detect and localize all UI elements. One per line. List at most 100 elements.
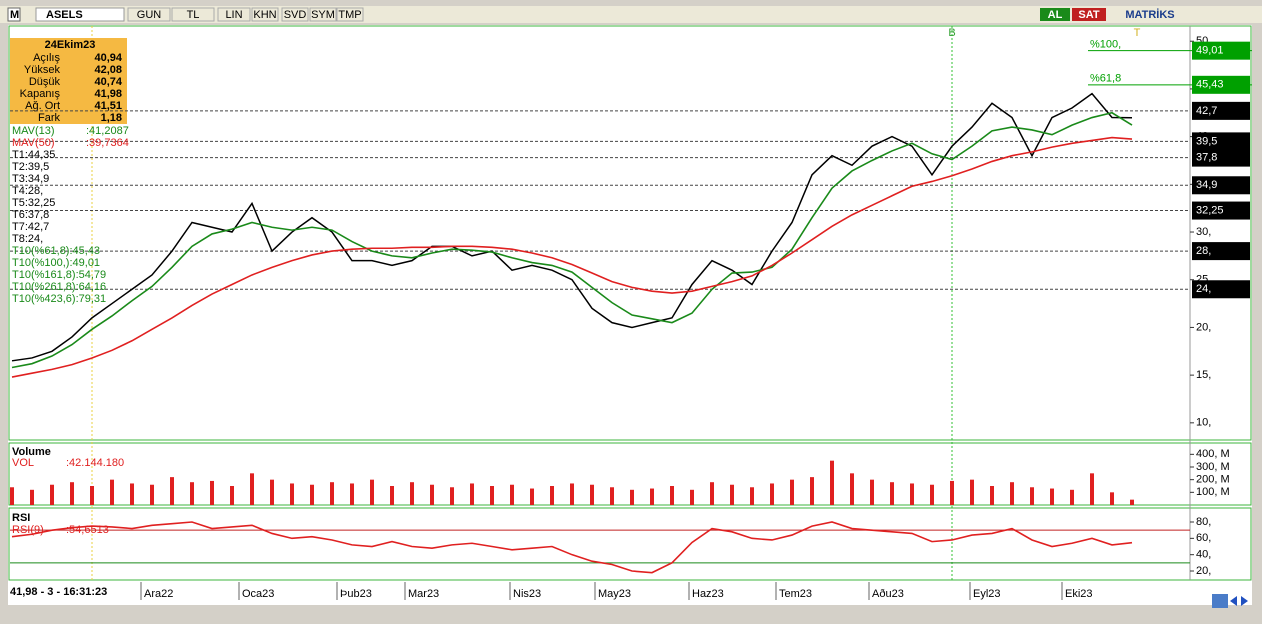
month-label: Aðu23 — [872, 588, 904, 600]
volume-bar — [990, 486, 994, 505]
volume-bar — [290, 483, 294, 505]
toolbar-button-label[interactable]: SVD — [284, 9, 307, 21]
y-tick-label: 20, — [1196, 565, 1211, 577]
toolbar-button[interactable] — [309, 7, 337, 22]
indicator-name: MAV(50) — [12, 137, 55, 149]
volume-bar — [750, 487, 754, 505]
volume-bar — [10, 487, 14, 505]
volume-bar — [770, 483, 774, 505]
volume-bar — [130, 483, 134, 505]
toolbar-button-label[interactable]: TMP — [338, 9, 361, 21]
y-tick-label: 200, M — [1196, 474, 1230, 486]
rsi-panel-border — [8, 507, 1252, 581]
volume-bar — [1070, 489, 1074, 505]
target-text: T5:32,25 — [12, 197, 55, 209]
volume-bar — [850, 473, 854, 505]
y-tick-label: 40, — [1196, 549, 1211, 561]
toolbar-button[interactable] — [127, 7, 171, 22]
volume-bar — [50, 484, 54, 505]
level-label: 24, — [1196, 283, 1211, 295]
level-box — [1192, 176, 1250, 195]
info-label: Açılış — [33, 52, 60, 64]
toolbar-button-label[interactable]: TL — [187, 9, 200, 21]
status: 41,98 - 3 - 16:31:23 — [10, 586, 107, 598]
series-value: :54,6513 — [66, 524, 109, 536]
level-box — [1192, 148, 1250, 167]
toolbar-button[interactable] — [281, 7, 309, 22]
volume-bar — [730, 484, 734, 505]
prev-button[interactable] — [1230, 596, 1237, 606]
month-label: Eki23 — [1065, 588, 1093, 600]
buy-button[interactable] — [1040, 8, 1070, 21]
level-box — [1192, 201, 1250, 220]
toolbar-button-label[interactable]: LIN — [225, 9, 242, 21]
volume-bar — [110, 479, 114, 505]
chart-area — [8, 25, 1252, 605]
info-value: 42,08 — [94, 64, 122, 76]
buy-marker: B — [948, 27, 955, 39]
volume-bar — [1110, 492, 1114, 505]
y-tick-label: 10, — [1196, 417, 1211, 429]
level-label: 32,25 — [1196, 204, 1224, 216]
volume-bar — [510, 484, 514, 505]
refresh-button[interactable] — [1212, 594, 1228, 608]
series-line — [11, 92, 1133, 362]
volume-bar — [1050, 488, 1054, 505]
volume-bar — [910, 483, 914, 505]
volume-bar — [330, 482, 334, 505]
fib-label: %61,8 — [1090, 73, 1121, 85]
target-text: T10(%61,8):45,43 — [12, 245, 100, 257]
indicator-value: :41,2087 — [86, 125, 129, 137]
target-text: T2:39,5 — [12, 161, 49, 173]
toolbar-button-label[interactable]: KHN — [253, 9, 276, 21]
logo-box — [7, 7, 21, 22]
level-label: 37,8 — [1196, 152, 1217, 164]
volume-bar — [890, 482, 894, 505]
series-name: RSI(9) — [12, 524, 44, 536]
volume-bar — [590, 484, 594, 505]
volume-bar — [90, 486, 94, 505]
toolbar-button-label[interactable]: SYM — [311, 9, 335, 21]
logo: M — [10, 9, 19, 21]
target-text: T10(%100,):49,01 — [12, 257, 100, 269]
level-box — [1192, 41, 1250, 60]
buy-label[interactable]: AL — [1048, 9, 1063, 21]
toolbar-button[interactable] — [336, 7, 364, 22]
month-label: Oca23 — [242, 588, 274, 600]
indicator-value: :39,7364 — [86, 137, 129, 149]
volume-bar — [1030, 487, 1034, 505]
volume-bar — [310, 484, 314, 505]
target-text: T10(%161,8):54,79 — [12, 269, 106, 281]
sell-label[interactable]: SAT — [1078, 9, 1099, 21]
volume-bar — [470, 483, 474, 505]
info-date: 24Ekim23 — [45, 39, 96, 51]
volume-bar — [1090, 473, 1094, 505]
toolbar-button[interactable] — [251, 7, 279, 22]
info-label: Fark — [38, 112, 61, 124]
target-text: T7:42,7 — [12, 221, 49, 233]
level-label: 39,5 — [1196, 135, 1217, 147]
next-button[interactable] — [1241, 596, 1248, 606]
volume-bar — [490, 486, 494, 505]
toolbar-button-label[interactable]: GUN — [137, 9, 162, 21]
toolbar-button[interactable] — [217, 7, 251, 22]
volume-bar — [390, 486, 394, 505]
month-label: Tem23 — [779, 588, 812, 600]
target-text: T3:34,9 — [12, 173, 49, 185]
sell-button[interactable] — [1072, 8, 1106, 21]
level-label: 45,43 — [1196, 79, 1224, 91]
volume-bar — [450, 487, 454, 505]
fib-label: %100, — [1090, 39, 1121, 51]
info-value: 41,51 — [94, 100, 122, 112]
volume-bar — [650, 488, 654, 505]
series-line — [11, 111, 1133, 369]
volume-bar — [250, 473, 254, 505]
panel-title: Volume — [12, 446, 51, 458]
y-tick-label: 20, — [1196, 321, 1211, 333]
y-tick-label: 15, — [1196, 369, 1211, 381]
y-tick-label: 300, M — [1196, 461, 1230, 473]
level-box — [1192, 101, 1250, 120]
volume-bar — [630, 489, 634, 505]
month-label: Þub23 — [340, 588, 372, 600]
toolbar-button[interactable] — [171, 7, 215, 22]
